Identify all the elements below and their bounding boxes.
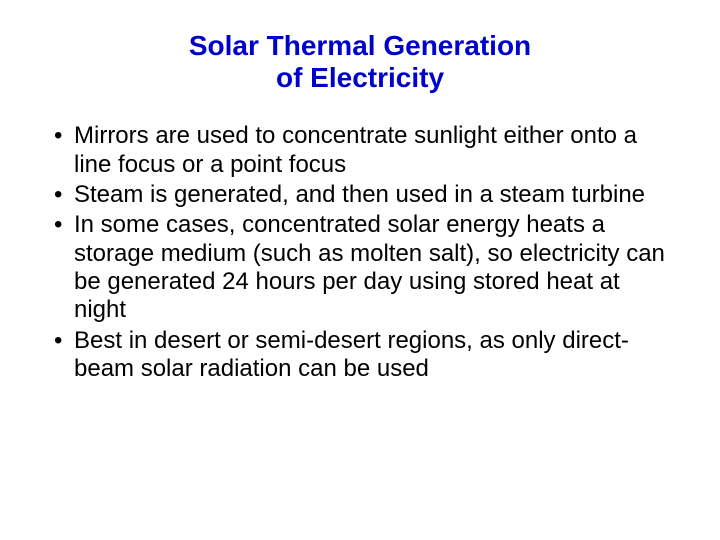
bullet-item: Mirrors are used to concentrate sunlight… xyxy=(50,122,670,179)
bullet-text: Steam is generated, and then used in a s… xyxy=(74,181,645,208)
bullet-text: Mirrors are used to concentrate sunlight… xyxy=(74,122,637,177)
title-line-1: Solar Thermal Generation xyxy=(189,30,531,61)
bullet-text: In some cases, concentrated solar energy… xyxy=(74,211,665,323)
bullet-text: Best in desert or semi-desert regions, a… xyxy=(74,327,629,382)
slide: Solar Thermal Generation of Electricity … xyxy=(0,0,720,540)
title-line-2: of Electricity xyxy=(276,62,444,93)
bullet-item: Best in desert or semi-desert regions, a… xyxy=(50,327,670,384)
slide-title: Solar Thermal Generation of Electricity xyxy=(50,30,670,94)
bullet-list: Mirrors are used to concentrate sunlight… xyxy=(50,122,670,383)
bullet-item: Steam is generated, and then used in a s… xyxy=(50,181,670,209)
bullet-item: In some cases, concentrated solar energy… xyxy=(50,211,670,324)
